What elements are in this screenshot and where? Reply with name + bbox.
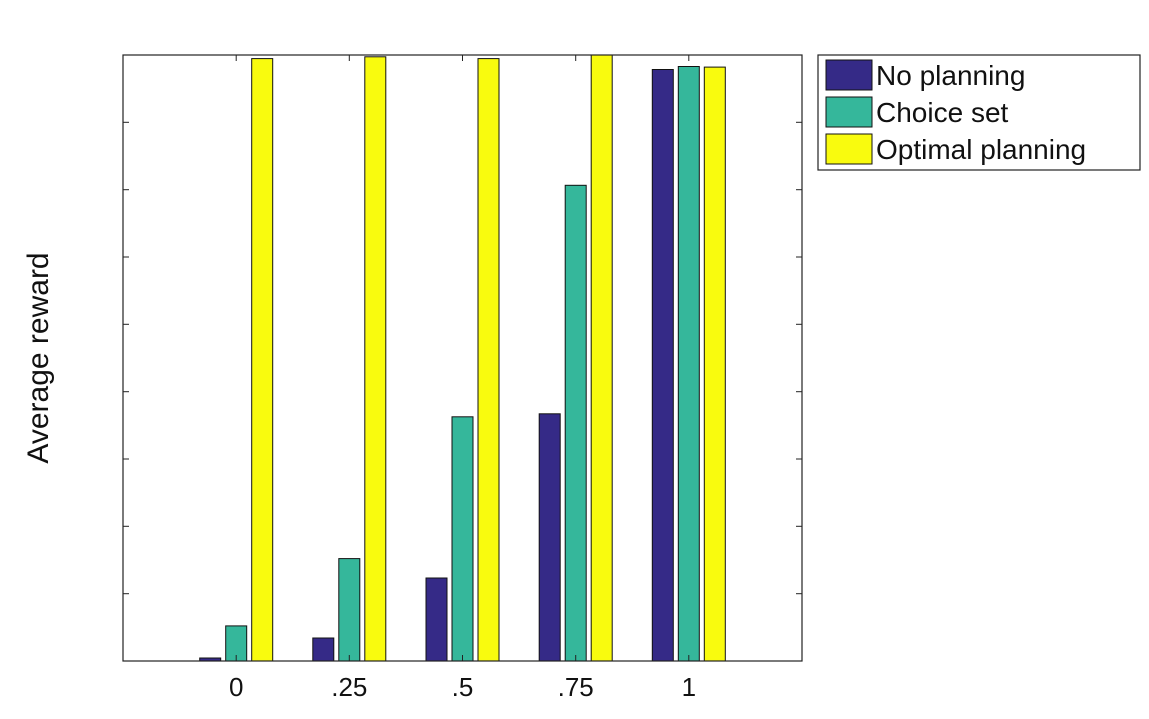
legend-swatch-choice-set [825,96,873,128]
x-tick-label: 1 [682,672,696,702]
bar-choice-set-3 [564,184,587,662]
x-tick-label: 0 [229,672,243,702]
bar-choice-set-1 [338,558,361,662]
x-tick-label: .75 [558,672,594,702]
x-tick-label: .25 [331,672,367,702]
bar-optimal-planning-4 [703,66,726,662]
bar-no-planning-2 [425,577,448,662]
bar-no-planning-4 [651,69,674,662]
legend-label: Choice set [876,97,1009,128]
bar-no-planning-1 [312,637,335,662]
legend-label: No planning [876,60,1025,91]
legend-swatch-optimal-planning [825,133,873,165]
bar-optimal-planning-0 [251,58,274,662]
plot-frame [122,54,803,662]
legend-label: Optimal planning [876,134,1086,165]
legend: No planning Choice set Optimal planning [817,54,1141,171]
y-axis-title: Average reward [22,252,55,463]
bar-optimal-planning-3 [590,54,613,662]
x-tick-labels: 0 .25 .5 .75 1 [229,672,696,702]
legend-swatch-no-planning [825,59,873,91]
bar-optimal-planning-2 [477,58,500,662]
bar-no-planning-3 [538,413,561,662]
bars-layer [199,54,726,662]
bar-optimal-planning-1 [364,56,387,662]
bar-choice-set-2 [451,416,474,662]
x-tick-label: .5 [452,672,474,702]
bar-choice-set-4 [677,66,700,662]
